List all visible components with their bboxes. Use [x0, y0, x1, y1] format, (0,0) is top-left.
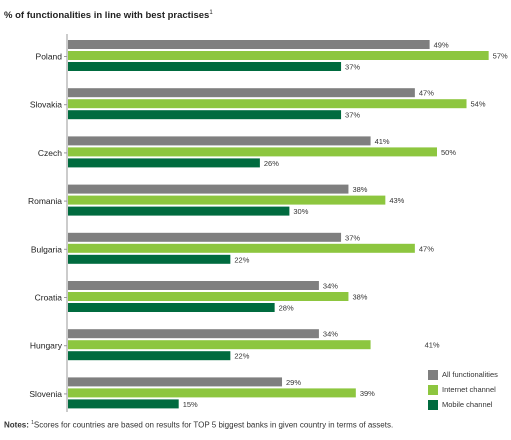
- category-label: Hungary: [30, 341, 63, 351]
- bar: [68, 184, 349, 194]
- data-label: 41%: [425, 341, 440, 350]
- data-label: 34%: [323, 330, 338, 339]
- data-label: 57%: [493, 52, 508, 61]
- category-label: Slovakia: [30, 100, 62, 110]
- notes-footer: Notes: 1Scores for countries are based o…: [4, 420, 393, 430]
- bar-chart: Poland 49% 57% 37% Slovakia 47% 54% 37% Czech 41%…: [28, 34, 508, 412]
- legend-swatch: [428, 369, 438, 380]
- bar: [68, 399, 179, 409]
- notes-label: Notes:: [4, 420, 29, 430]
- bar: [68, 388, 356, 398]
- data-label: 41%: [375, 137, 390, 146]
- data-label: 37%: [345, 233, 360, 242]
- data-label: 39%: [360, 389, 375, 398]
- data-label: 30%: [293, 207, 308, 216]
- bar: [68, 206, 290, 216]
- title-footnote-mark: 1: [209, 10, 213, 16]
- category-label: Bulgaria: [31, 244, 62, 254]
- chart-title: % of functionalities in line with best p…: [4, 10, 213, 21]
- category-label: Poland: [36, 52, 63, 62]
- bar: [68, 110, 342, 120]
- legend-label: Internet channel: [442, 385, 496, 394]
- legend-swatch: [428, 384, 438, 395]
- category-label: Slovenia: [29, 389, 62, 399]
- legend-item: Internet channel: [428, 383, 498, 396]
- bar: [68, 303, 275, 312]
- bar: [68, 254, 231, 264]
- bar: [68, 281, 319, 290]
- legend-label: All functionalities: [442, 370, 498, 379]
- category-label: Croatia: [35, 293, 63, 303]
- bar: [68, 147, 437, 157]
- category-label: Romania: [28, 196, 62, 206]
- bar: [68, 329, 319, 339]
- bar: [68, 340, 371, 350]
- data-label: 50%: [441, 148, 456, 157]
- notes-text: Scores for countries are based on result…: [33, 420, 394, 430]
- legend-item: Mobile channel: [428, 398, 498, 411]
- data-label: 37%: [345, 111, 360, 120]
- data-label: 38%: [352, 185, 367, 194]
- bar: [68, 88, 415, 98]
- data-label: 15%: [183, 400, 198, 409]
- data-label: 34%: [323, 282, 338, 291]
- notes-footnote-mark: 1: [31, 420, 34, 426]
- data-label: 54%: [471, 100, 486, 109]
- bar: [68, 99, 467, 109]
- data-label: 26%: [264, 159, 279, 168]
- bar: [68, 136, 371, 146]
- data-label: 47%: [419, 244, 434, 253]
- data-label: 29%: [286, 378, 301, 387]
- bar: [68, 158, 260, 168]
- data-label: 43%: [389, 196, 404, 205]
- chart-legend: All functionalities Internet channel Mobil…: [428, 368, 498, 413]
- data-label: 22%: [234, 352, 249, 361]
- data-label: 37%: [345, 63, 360, 72]
- bar: [68, 195, 386, 205]
- category-label: Czech: [38, 148, 62, 158]
- bar: [68, 40, 430, 49]
- bar: [68, 243, 415, 253]
- data-label: 49%: [434, 41, 449, 50]
- legend-label: Mobile channel: [442, 400, 493, 409]
- bar: [68, 351, 231, 361]
- data-label: 47%: [419, 89, 434, 98]
- bar: [68, 377, 283, 387]
- chart-title-text: % of functionalities in line with best p…: [4, 10, 210, 22]
- bar: [68, 292, 349, 301]
- bar: [68, 62, 342, 71]
- data-label: 28%: [279, 304, 294, 313]
- bar: [68, 232, 342, 242]
- bar: [68, 51, 489, 60]
- legend-swatch: [428, 399, 438, 410]
- legend-item: All functionalities: [428, 368, 498, 381]
- data-label: 38%: [352, 293, 367, 302]
- data-label: 22%: [234, 255, 249, 264]
